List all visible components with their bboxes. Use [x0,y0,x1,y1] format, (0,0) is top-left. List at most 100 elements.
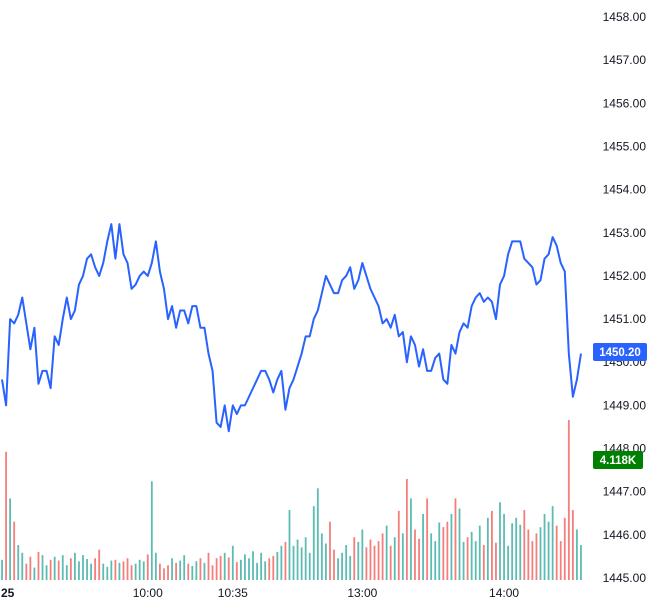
price-tick-label: 1445.00 [603,571,647,585]
volume-bar [86,559,88,580]
volume-bar [17,545,20,580]
volume-bar [29,556,32,580]
last-volume-badge [593,451,643,469]
volume-bar [102,563,105,580]
volume-bar [159,563,161,580]
price-tick-label: 1453.00 [603,226,647,240]
volume-bar [474,541,477,580]
volume-bar [563,517,566,580]
price-tick-label: 1454.00 [603,183,647,197]
volume-bar [114,559,117,580]
volume-bar [325,543,327,580]
volume-bar [9,498,12,580]
volume-bar [78,561,80,580]
volume-bar [312,506,315,580]
volume-bar [94,558,97,580]
volume-bar [454,498,457,580]
volume-bar [393,537,396,580]
volume-bar [571,510,574,580]
volume-bar [430,533,433,580]
volume-bar [329,521,331,580]
volume-bar [33,567,36,580]
price-tick-label: 1449.00 [603,398,647,412]
volume-bar [434,541,437,580]
volume-bar [353,537,356,580]
volume-bar [470,531,473,580]
volume-bar [195,561,198,580]
volume-bar [260,552,263,580]
volume-bar [276,552,279,580]
volume-bar [535,533,538,580]
volume-bar [252,551,254,580]
volume-bar [53,556,56,580]
volume-bar [450,513,453,580]
volume-bar [580,545,582,580]
volume-bar [37,552,40,580]
volume-bar [345,545,348,580]
time-tick-label: 10:35 [218,586,248,600]
volume-bar [215,558,218,580]
volume-bar [142,561,145,580]
volume-bar [41,555,44,580]
price-tick-label: 1451.00 [603,312,647,326]
price-tick-label: 1446.00 [603,528,647,542]
volume-bar [284,541,287,580]
volume-bar [527,529,530,580]
price-tick-label: 1458.00 [603,10,647,24]
volume-bar [49,559,52,580]
time-axis[interactable]: 25 10:00 10:35 13:00 14:00 [1,586,519,600]
badge-layer: 1450.20 4.118K [593,343,647,469]
volume-bar [219,555,222,580]
volume-bar [543,513,546,580]
volume-bar [191,566,194,580]
volume-bar [69,558,72,580]
volume-bar [98,549,101,580]
volume-bar [244,554,246,580]
volume-bar [438,522,441,580]
volume-bar [179,560,182,580]
price-tick-label: 1456.00 [603,96,647,110]
price-line-layer [1,223,582,433]
volume-bar [442,527,445,580]
volume-bar [357,541,360,580]
volume-bar [272,555,275,580]
volume-bar [515,517,518,580]
volume-bar [5,451,7,580]
volume-bar [126,558,129,580]
volume-bar [122,561,125,580]
volume-bar [175,562,178,580]
volume-bar [349,555,352,580]
volume-bar [65,565,68,580]
volume-bar [389,545,392,580]
volume-bar [118,562,121,580]
volume-bar [21,552,24,580]
volume-bar [547,521,550,580]
volume-bar [264,561,267,580]
volume-bar [74,552,76,580]
volume-bar [231,545,234,580]
last-price-badge [593,343,647,361]
volume-bar [82,555,84,580]
volume-bar [458,508,461,580]
volume-bar [45,565,48,580]
volume-bar [134,563,137,580]
volume-bar [239,559,242,580]
volume-bar [223,552,226,580]
volume-bar [482,545,485,580]
price-axis[interactable]: 1445.001446.001447.001448.001449.001450.… [603,10,647,585]
last-price-label: 1450.20 [599,347,641,359]
volume-bar [308,552,311,580]
last-volume-label: 4.118K [600,455,637,467]
volume-bar [559,541,562,580]
volume-bar [401,533,404,580]
volume-bar [491,510,493,580]
volume-bar [248,558,250,580]
volume-bar [171,558,173,580]
volume-bar [268,558,271,580]
volume-bar [110,560,113,580]
volume-bar [397,510,400,580]
volume-bar [466,537,469,580]
volume-bar [167,565,169,580]
